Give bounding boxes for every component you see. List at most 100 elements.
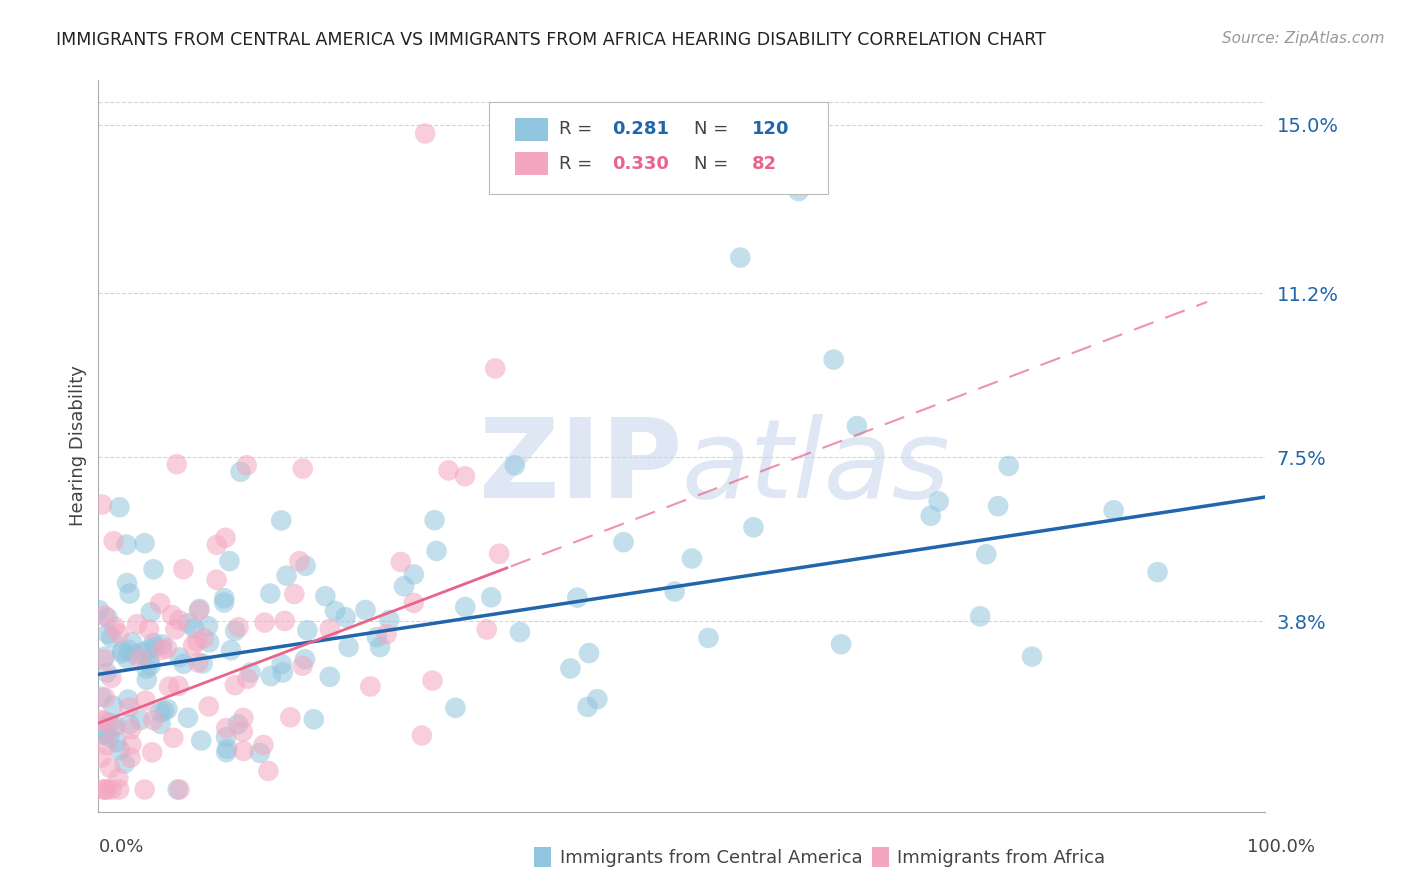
Point [198,635,221,649]
Point [560,661,582,675]
Point [94,608,117,623]
Point [232,711,254,725]
Point [997,458,1019,473]
Point [115,651,138,665]
FancyBboxPatch shape [515,152,548,176]
Point [423,513,446,527]
Point [97,627,120,641]
Point [108,743,131,757]
Point [108,626,131,640]
Point [132,645,155,659]
Text: Immigrants from Africa: Immigrants from Africa [897,849,1105,867]
Point [98,761,121,775]
Point [118,700,141,714]
Point [108,500,131,515]
Point [294,652,316,666]
Point [107,772,129,786]
Point [1146,565,1168,579]
Point [96,665,118,680]
Point [437,463,460,477]
Point [974,547,997,561]
Point [232,744,254,758]
Point [252,738,274,752]
Point [335,610,357,624]
Point [681,551,703,566]
Point [186,634,208,648]
Point [96,738,118,752]
Point [94,727,117,741]
Point [97,611,120,625]
Point [359,680,381,694]
Point [181,639,204,653]
Point [366,630,388,644]
Point [257,764,280,778]
Point [129,713,152,727]
Point [150,638,173,652]
Point [153,704,176,718]
Point [120,738,142,752]
Text: Immigrants from Central America: Immigrants from Central America [560,849,862,867]
Text: 0.281: 0.281 [612,120,669,138]
Point [413,127,436,141]
Point [188,602,211,616]
Point [232,724,254,739]
Text: atlas: atlas [682,415,950,522]
Point [173,657,195,671]
Point [98,715,121,730]
Point [454,600,477,615]
Point [89,713,111,727]
Point [157,680,180,694]
Point [149,717,172,731]
Text: 0.0%: 0.0% [98,838,143,855]
Point [96,782,118,797]
Point [260,669,283,683]
Point [98,731,121,745]
Point [294,558,316,573]
Point [378,613,401,627]
Point [742,520,765,534]
Point [787,184,810,198]
Point [276,568,298,582]
Point [141,745,163,759]
Point [124,648,146,662]
Point [101,782,124,797]
Text: N =: N = [693,154,734,173]
Point [162,731,184,745]
Point [135,662,157,676]
Point [270,513,292,527]
Point [823,352,845,367]
Point [138,642,160,657]
Point [229,465,252,479]
Point [94,690,117,705]
Point [149,706,172,720]
Point [291,658,314,673]
Point [302,712,325,726]
Point [323,604,346,618]
Point [134,782,156,797]
Point [134,693,156,707]
Text: IMMIGRANTS FROM CENTRAL AMERICA VS IMMIGRANTS FROM AFRICA HEARING DISABILITY COR: IMMIGRANTS FROM CENTRAL AMERICA VS IMMIG… [56,31,1046,49]
Point [142,562,165,576]
Point [169,650,191,665]
Point [165,623,187,637]
Text: R =: R = [560,154,599,173]
Point [91,652,114,666]
Point [236,672,259,686]
Point [928,494,950,508]
Point [730,251,752,265]
Point [291,461,314,475]
Point [217,742,239,756]
Point [454,469,477,483]
Point [193,632,215,646]
Point [664,584,686,599]
Point [205,538,228,552]
Point [167,613,190,627]
Point [425,544,447,558]
Point [219,643,242,657]
Point [488,547,510,561]
Point [156,702,179,716]
Point [111,646,134,660]
Point [215,730,238,744]
Point [94,782,117,797]
Point [172,562,194,576]
